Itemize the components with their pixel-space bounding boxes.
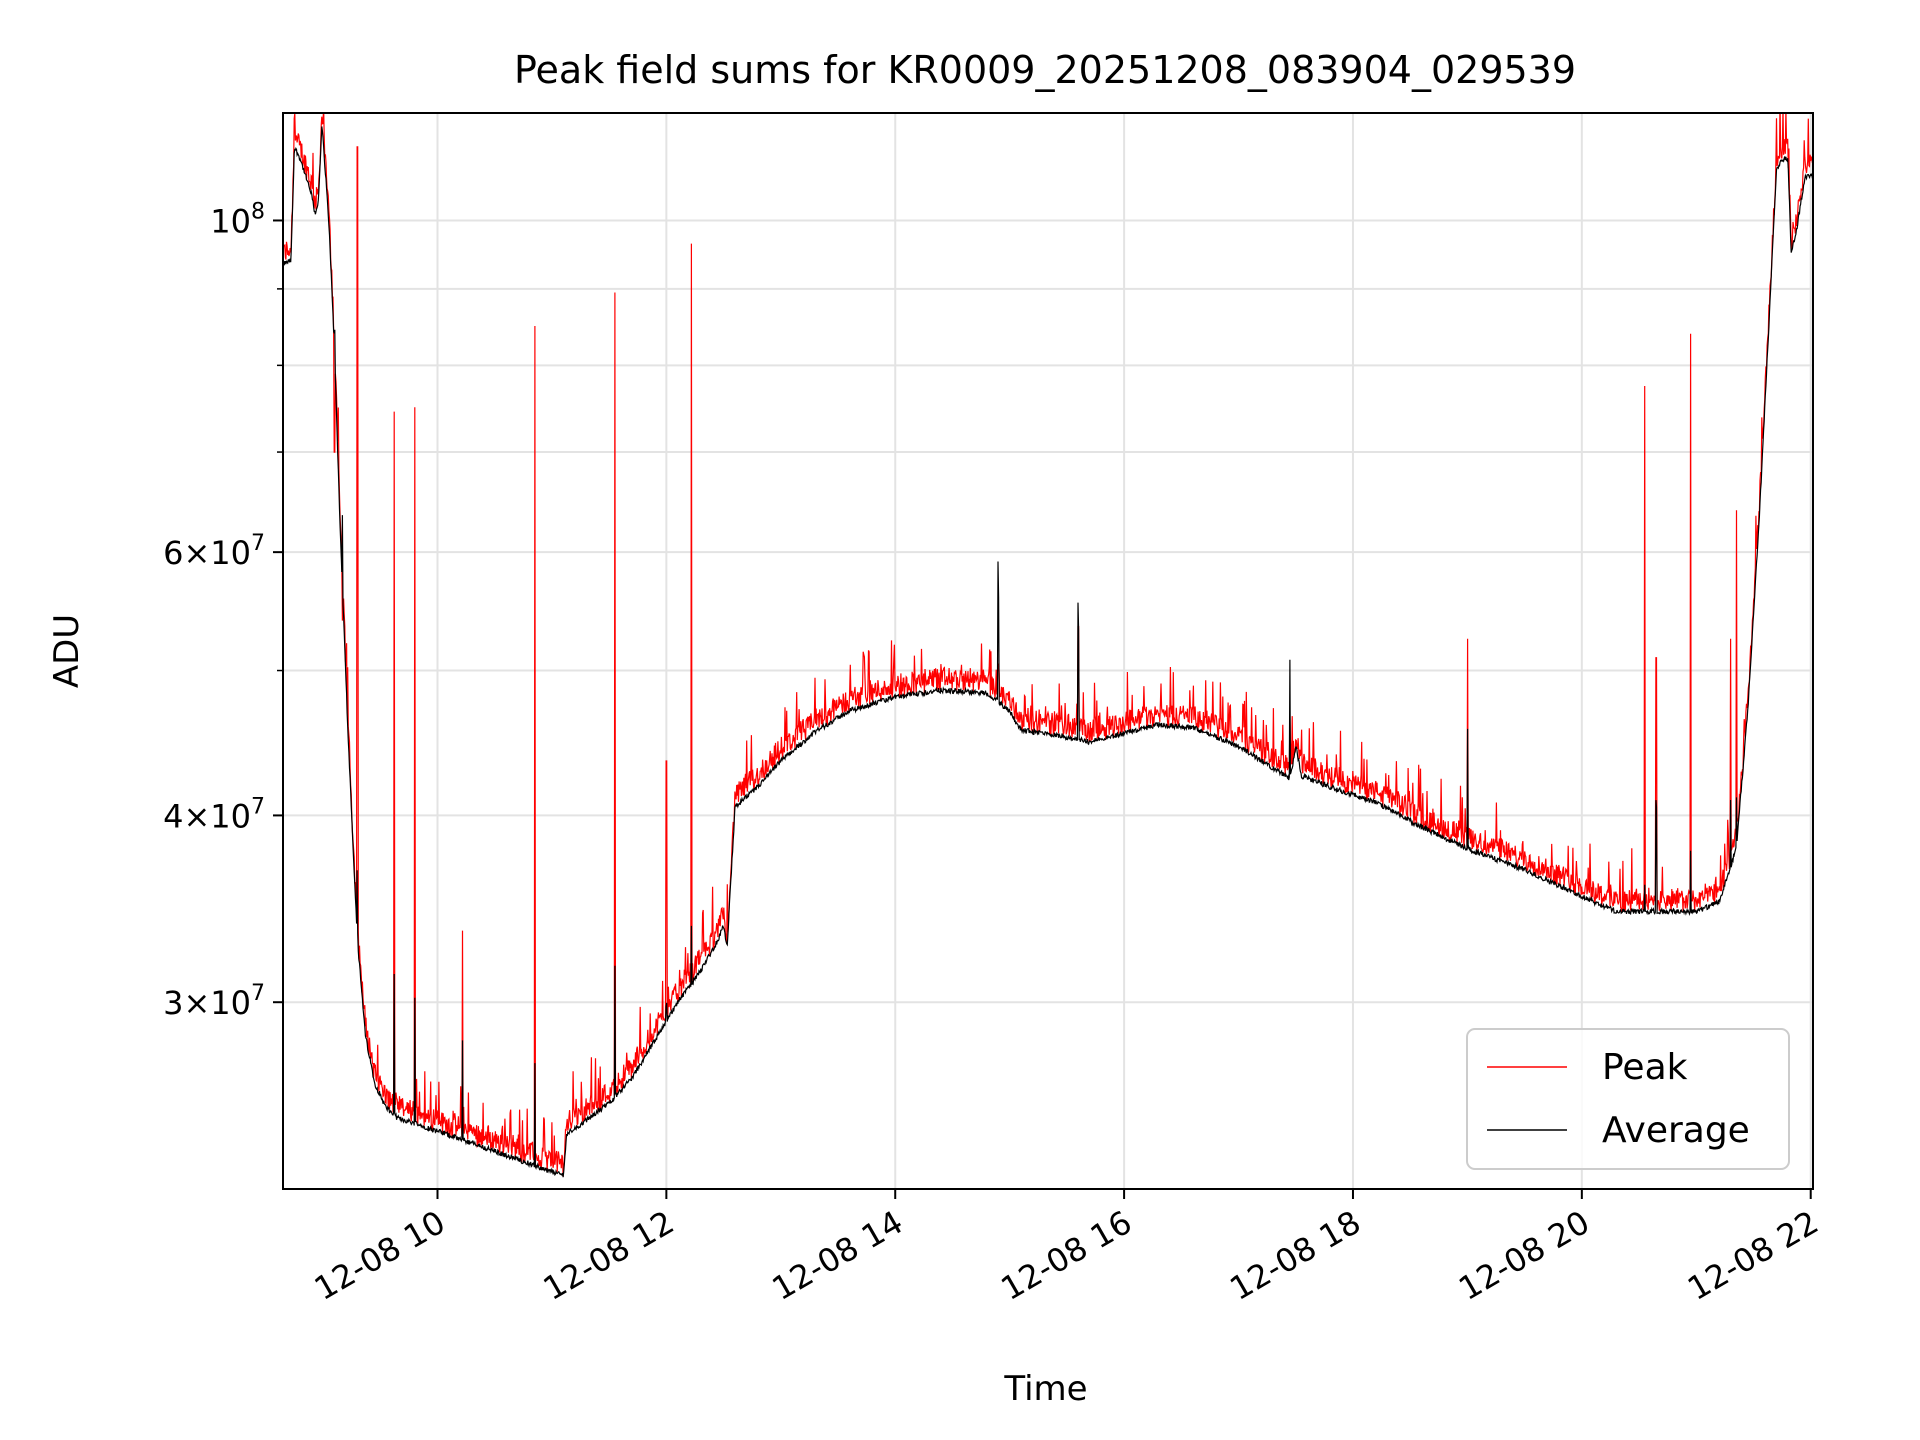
series-peak-line [283,113,1813,1177]
y-tick-label: 4×107 [163,794,265,835]
legend-box [1466,1028,1790,1170]
y-tick-times: × [183,534,210,572]
y-tick-label: 3×107 [163,981,265,1022]
legend-peak-label: Peak [1602,1047,1688,1088]
y-tick-times: × [183,797,210,835]
series-average-line [283,126,1813,1178]
y-tick-exponent: 7 [251,794,265,819]
grid [283,113,1813,1189]
legend-average-label: Average [1602,1110,1750,1151]
y-tick-mantissa: 4 [163,797,183,835]
axes-frame [282,112,1814,1190]
y-tick-base: 10 [210,202,251,240]
y-tick-label: 6×107 [163,531,265,572]
y-tick-base: 10 [210,534,251,572]
plot-area [283,113,1813,1178]
y-tick-mantissa: 3 [163,984,183,1022]
y-tick-base: 10 [210,797,251,835]
y-tick-exponent: 8 [251,199,265,224]
y-tick-exponent: 7 [251,531,265,556]
y-axis-label: ADU [47,614,87,688]
chart-title: Peak field sums for KR0009_20251208_0839… [514,48,1576,92]
y-tick-times: × [183,984,210,1022]
y-tick-base: 10 [210,984,251,1022]
x-axis-label: Time [1003,1369,1087,1409]
legend: Peak Average [1466,1028,1790,1170]
y-tick-label: 108 [210,199,265,240]
y-tick-mantissa: 6 [163,534,183,572]
y-tick-exponent: 7 [251,981,265,1006]
